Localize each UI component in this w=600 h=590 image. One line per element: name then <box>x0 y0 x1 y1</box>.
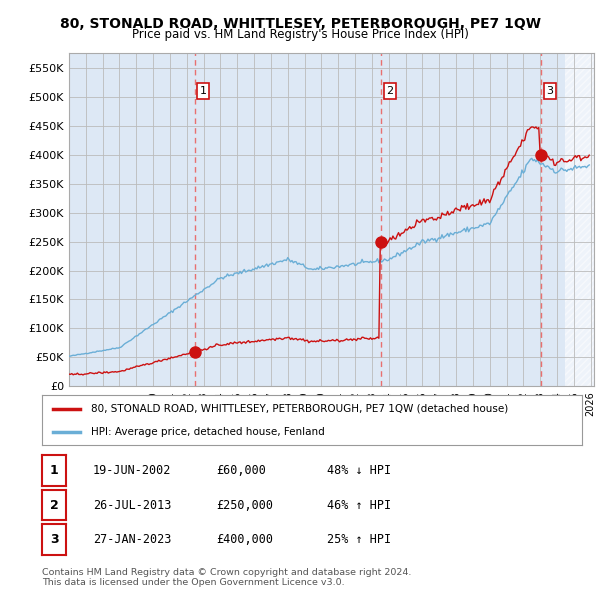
Text: 26-JUL-2013: 26-JUL-2013 <box>93 499 172 512</box>
Text: £400,000: £400,000 <box>216 533 273 546</box>
Text: 1: 1 <box>50 464 58 477</box>
Text: 80, STONALD ROAD, WHITTLESEY, PETERBOROUGH, PE7 1QW: 80, STONALD ROAD, WHITTLESEY, PETERBOROU… <box>59 17 541 31</box>
Text: 25% ↑ HPI: 25% ↑ HPI <box>327 533 391 546</box>
Text: 3: 3 <box>50 533 58 546</box>
Text: 1: 1 <box>200 86 206 96</box>
Text: £250,000: £250,000 <box>216 499 273 512</box>
Text: 46% ↑ HPI: 46% ↑ HPI <box>327 499 391 512</box>
Text: 80, STONALD ROAD, WHITTLESEY, PETERBOROUGH, PE7 1QW (detached house): 80, STONALD ROAD, WHITTLESEY, PETERBOROU… <box>91 404 508 414</box>
Text: 27-JAN-2023: 27-JAN-2023 <box>93 533 172 546</box>
Text: 2: 2 <box>386 86 394 96</box>
Text: HPI: Average price, detached house, Fenland: HPI: Average price, detached house, Fenl… <box>91 427 325 437</box>
Text: Contains HM Land Registry data © Crown copyright and database right 2024.
This d: Contains HM Land Registry data © Crown c… <box>42 568 412 587</box>
Text: £60,000: £60,000 <box>216 464 266 477</box>
Text: 19-JUN-2002: 19-JUN-2002 <box>93 464 172 477</box>
Text: Price paid vs. HM Land Registry's House Price Index (HPI): Price paid vs. HM Land Registry's House … <box>131 28 469 41</box>
Text: 48% ↓ HPI: 48% ↓ HPI <box>327 464 391 477</box>
Text: 3: 3 <box>547 86 553 96</box>
Text: 2: 2 <box>50 499 58 512</box>
